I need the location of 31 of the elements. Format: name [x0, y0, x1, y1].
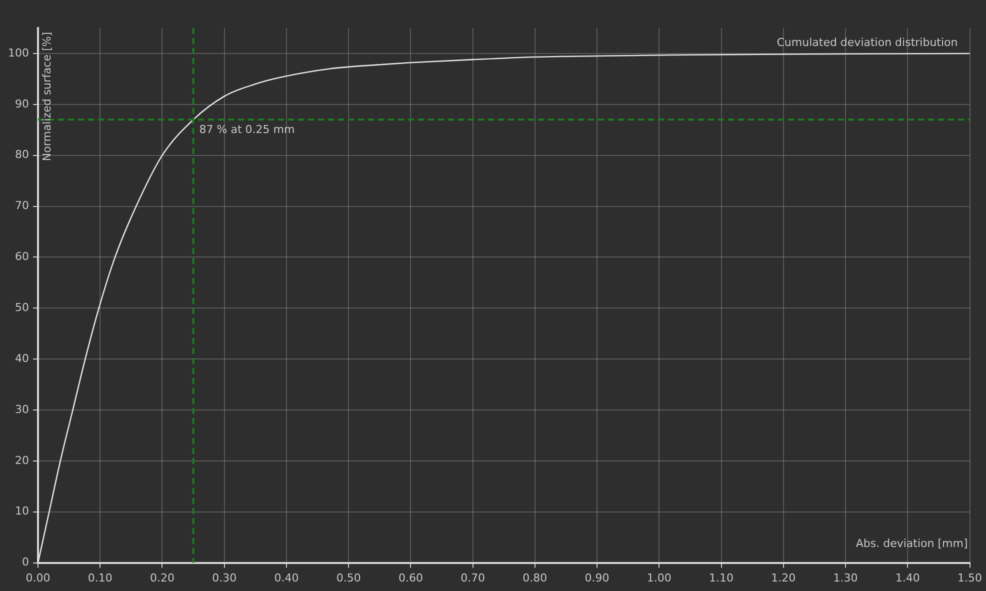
text: Cumulated deviation distribution	[776, 36, 958, 49]
x-tick-label: 0.30	[212, 571, 237, 584]
annotation: 87 % at 0.25 mm	[199, 123, 295, 136]
x-tick-label: 0.50	[336, 571, 361, 584]
y-tick-label: 60	[14, 250, 29, 264]
x-tick-label: 0.90	[584, 571, 610, 584]
x-tick-label: 0.10	[88, 571, 112, 584]
x-tick-label: 1.30	[833, 571, 858, 584]
y-tick-label: 90	[14, 97, 29, 110]
y-tick-label: 40	[14, 352, 29, 365]
y-tick-label: 100	[8, 46, 29, 60]
x-tick-label: 0.70	[460, 571, 486, 584]
x-tick-label: 1.00	[646, 571, 672, 584]
x-tick-label: 1.20	[771, 571, 796, 584]
y-tick-label: 10	[14, 504, 29, 518]
x-tick-label: 0.00	[26, 571, 50, 584]
x-tick-label: 1.40	[895, 571, 920, 584]
y-tick-label: 0	[22, 556, 29, 569]
y-tick-label: 80	[14, 148, 29, 162]
x-axis-title: Abs. deviation [mm]	[856, 536, 968, 550]
x-tick-label: 0.80	[522, 571, 548, 584]
y-tick-label: 30	[14, 402, 29, 416]
x-tick-label: 1.10	[709, 571, 734, 584]
x-tick-label: 0.40	[274, 571, 299, 584]
y-tick-label: 20	[14, 454, 29, 467]
x-tick-label: 1.50	[958, 571, 982, 584]
y-tick-label: 70	[14, 199, 29, 212]
x-tick-label: 0.20	[150, 571, 174, 584]
x-tick-label: 0.60	[398, 571, 423, 584]
y-axis-title: Normalized surface [%]	[40, 32, 54, 162]
y-tick-label: 50	[14, 300, 29, 314]
